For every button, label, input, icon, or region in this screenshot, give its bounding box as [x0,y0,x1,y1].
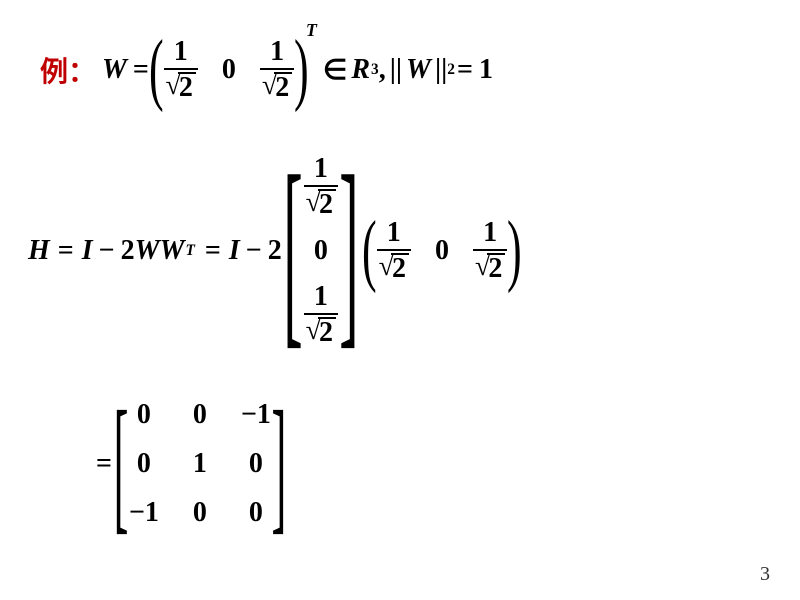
lbracket-icon: [ [283,130,303,371]
norm-W: W [406,54,431,86]
vec-elem-3: 1 √2 [260,36,294,104]
symbol-W: W [102,54,127,86]
equals-3: = [58,235,74,267]
equation-line-2: H = I − 2 W W T = I − 2 [ 1 √2 0 1 √2 ] [28,130,520,371]
symbol-I2: I [229,235,240,267]
symbol-I: I [82,235,93,267]
numerator: 1 [312,153,330,185]
matrix-row-1: 0 0 −1 [128,399,272,431]
denominator: √2 [377,251,411,285]
symbol-R: R [351,54,370,86]
rbracket-icon: ] [339,130,359,371]
norm-bars-l: || [390,54,402,86]
numerator: 1 [385,217,403,249]
symbol-H: H [28,235,50,267]
matrix-row-2: 0 1 0 [128,448,272,480]
vec-elem-1: 1 √2 [164,36,198,104]
equation-line-1: 例： W = ( 1 √2 0 1 √2 ) T ∈ R 3 , || W || [40,24,493,115]
column-vector: 1 √2 0 1 √2 [302,151,340,351]
vec-elem-2: 0 [222,54,236,86]
norm-bars-r: || [435,54,447,86]
example-label: 例： [40,50,96,90]
page-number: 3 [760,563,770,586]
norm-sub-2: 2 [447,61,455,79]
matrix-cell: 0 [184,497,216,529]
symbol-WT: W [160,235,185,267]
matrix-cell: 0 [128,448,160,480]
matrix-cell: 1 [184,448,216,480]
col-elem-3: 1 √2 [304,281,338,349]
radicand: 2 [391,253,409,283]
element-of-icon: ∈ [323,53,347,87]
transpose-T-2: T [185,242,194,260]
denominator: √2 [164,70,198,104]
matrix-cell: 0 [240,448,272,480]
equals-5: = [96,448,112,480]
rbracket-icon-2: ] [271,378,286,550]
equals-4: = [205,235,221,267]
numerator: 1 [481,217,499,249]
two-2: 2 [268,235,282,267]
equals-1: = [133,54,149,86]
matrix-cell: −1 [240,399,272,431]
col-elem-1: 1 √2 [304,153,338,221]
radicand: 2 [178,72,196,102]
equation-line-3: = [ 0 0 −1 0 1 0 −1 0 0 ] [96,378,286,550]
symbol-W2: W [135,235,160,267]
row-elem-1: 1 √2 [377,217,411,285]
denominator: √2 [304,315,338,349]
row-elem-2: 0 [435,235,449,267]
denominator: √2 [304,187,338,221]
lbracket-icon-2: [ [113,378,128,550]
numerator: 1 [268,36,286,68]
comma: , [379,54,386,86]
minus-1: − [99,235,115,267]
sup-3: 3 [371,61,379,79]
radicand: 2 [274,72,292,102]
matrix-cell: −1 [128,497,160,529]
minus-2: − [246,235,262,267]
denominator: √2 [260,70,294,104]
matrix-row-3: −1 0 0 [128,497,272,529]
numerator: 1 [172,36,190,68]
one: 1 [479,54,493,86]
rparen-icon-2: ) [507,205,522,296]
radicand: 2 [318,317,336,347]
transpose-T: T [306,20,317,41]
lparen-icon-2: ( [362,205,377,296]
denominator: √2 [473,251,507,285]
matrix-cell: 0 [128,399,160,431]
matrix-cell: 0 [240,497,272,529]
matrix-cell: 0 [184,399,216,431]
two-1: 2 [121,235,135,267]
equals-2: = [457,54,473,86]
col-elem-2: 0 [314,235,328,267]
radicand: 2 [318,189,336,219]
matrix-body: 0 0 −1 0 1 0 −1 0 0 [128,399,272,529]
slide-page: 例： W = ( 1 √2 0 1 √2 ) T ∈ R 3 , || W || [0,0,800,600]
numerator: 1 [312,281,330,313]
radicand: 2 [487,253,505,283]
row-elem-3: 1 √2 [473,217,507,285]
lparen-icon: ( [149,24,164,115]
